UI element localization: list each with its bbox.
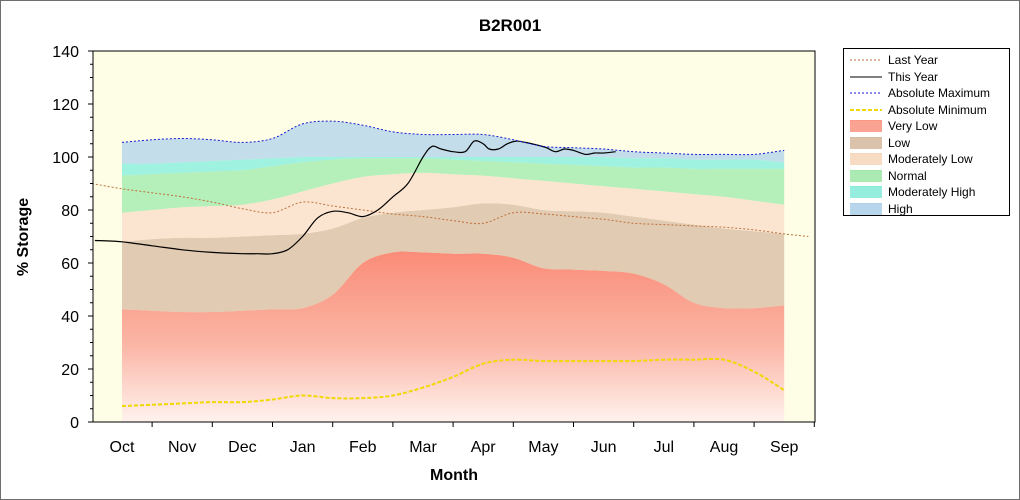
band-very-low: [122, 251, 785, 422]
chart-title: B2R001: [479, 16, 541, 35]
legend-swatch: [850, 169, 882, 182]
series-absolute-minimum: [121, 357, 785, 408]
series-this-year: [94, 140, 616, 255]
band-high: [122, 121, 785, 164]
x-tick-label: May: [528, 439, 558, 456]
x-tick-label: Apr: [471, 439, 497, 456]
band-moderately-high: [122, 156, 785, 176]
y-tick-label: 0: [70, 415, 79, 432]
legend-swatch: [850, 108, 882, 111]
x-axis-label: Month: [430, 467, 478, 484]
x-tick-label: Jun: [591, 439, 617, 456]
legend-label: Normal: [888, 168, 927, 183]
legend-label: Moderately Low: [888, 152, 973, 166]
legend-label: This Year: [888, 69, 939, 84]
x-tick-label: Jul: [654, 439, 674, 456]
band-normal: [122, 158, 785, 213]
y-tick-label: 100: [52, 150, 79, 167]
axes-layer: 0 20 40 60 80 100 120 140 Oct Nov Dec Jan Feb Mar Apr M…: [52, 44, 815, 456]
legend-swatch: [850, 186, 882, 198]
legend-item-moderately-low: Moderately Low: [844, 151, 1009, 167]
bands-layer: [122, 121, 785, 422]
legend-label: Moderately High: [888, 185, 976, 199]
x-tick-label: Dec: [228, 439, 256, 456]
legend-item-low: Low: [844, 135, 1009, 151]
series-last-year: [93, 183, 809, 237]
legend-label: High: [888, 201, 913, 216]
legend-swatch: [850, 76, 882, 77]
legend-item-absolute-minimum: Absolute Minimum: [844, 102, 1009, 118]
y-tick-label: 80: [61, 203, 79, 220]
x-tick-label: Aug: [710, 439, 738, 456]
y-tick-label: 140: [52, 44, 79, 61]
chart-legend: Last Year This Year Absolute Maximum Absolu…: [843, 48, 1010, 216]
y-axis-label: % Storage: [15, 198, 32, 276]
legend-item-very-low: Very Low: [844, 118, 1009, 134]
legend-label: Absolute Minimum: [888, 102, 987, 117]
legend-item-this-year: This Year: [844, 69, 1009, 85]
x-tick-label: Jan: [290, 439, 316, 456]
legend-label: Low: [888, 135, 911, 150]
x-tick-label: Nov: [168, 439, 196, 456]
legend-item-absolute-maximum: Absolute Maximum: [844, 85, 1009, 101]
legend-swatch: [850, 153, 882, 165]
x-tick-label: Feb: [349, 439, 377, 456]
series-absolute-maximum: [121, 120, 785, 156]
legend-item-high: High: [844, 201, 1009, 217]
y-tick-label: 60: [61, 256, 79, 273]
y-tick-label: 40: [61, 309, 79, 326]
legend-swatch: [850, 59, 882, 61]
legend-swatch: [850, 136, 882, 149]
legend-label: Very Low: [888, 119, 938, 133]
lines-layer: [93, 120, 809, 408]
y-tick-label: 120: [52, 97, 79, 114]
legend-swatch: [850, 92, 882, 94]
legend-swatch: [850, 202, 882, 215]
x-tick-label: Sep: [770, 439, 799, 456]
legend-label: Last Year: [888, 53, 939, 67]
y-tick-label: 20: [61, 362, 79, 379]
x-tick-label: Mar: [409, 439, 437, 456]
legend-item-moderately-high: Moderately High: [844, 184, 1009, 200]
legend-item-last-year: Last Year: [844, 52, 1009, 68]
legend-item-normal: Normal: [844, 168, 1009, 184]
band-low: [122, 203, 785, 313]
x-tick-label: Oct: [110, 439, 135, 456]
band-moderately-low: [122, 172, 785, 242]
legend-swatch: [850, 120, 882, 132]
legend-label: Absolute Maximum: [888, 86, 991, 100]
